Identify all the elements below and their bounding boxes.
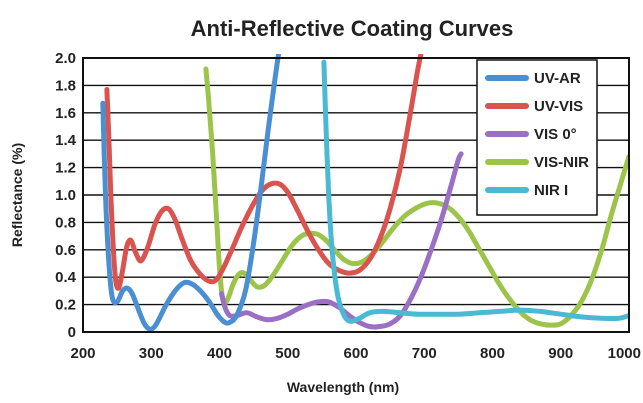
y-tick-label: 0.8 [55,214,76,231]
x-tick-labels: 200 300 400 500 600 700 800 900 1000 [70,345,641,362]
x-axis-label: Wavelength (nm) [287,379,399,395]
series-line-uv-vis [104,54,424,291]
x-tick-label: 500 [275,345,300,362]
y-tick-label: 0.2 [55,297,76,314]
x-tick-label: 700 [412,345,437,362]
series-line-uv-ar [100,54,282,332]
y-tick-label: 0.4 [55,269,77,286]
y-tick-label: 1.0 [55,187,76,204]
x-tick-label: 900 [548,345,573,362]
x-tick-label: 400 [207,345,232,362]
y-tick-label: 1.4 [55,132,77,149]
y-tick-label: 0.6 [55,242,76,259]
y-axis-label: Reflectance (%) [9,143,25,247]
legend-label-nir-i: NIR I [534,182,568,199]
legend-label-uv-vis: UV-VIS [534,98,583,115]
legend-label-vis-0: VIS 0° [534,126,577,143]
y-tick-label: 1.2 [55,160,76,177]
x-tick-label: 800 [480,345,505,362]
x-tick-label: 600 [343,345,368,362]
legend-label-uv-ar: UV-AR [534,70,581,87]
x-tick-label: 1000 [608,345,641,362]
y-tick-label: 1.6 [55,105,76,122]
x-tick-label: 300 [139,345,164,362]
chart-title: Anti-Reflective Coating Curves [191,16,514,41]
y-tick-labels: 0 0.2 0.4 0.6 0.8 1.0 1.2 1.4 1.6 1.8 2.0 [55,50,77,341]
series-line-nir-i [321,59,629,324]
legend-label-vis-nir: VIS-NIR [534,154,589,171]
x-tick-label: 200 [70,345,95,362]
y-tick-label: 1.8 [55,77,76,94]
y-tick-label: 2.0 [55,50,76,67]
y-tick-label: 0 [68,324,76,341]
plot-frame [82,57,630,333]
series-lines [100,54,629,332]
legend: UV-AR UV-VIS VIS 0° VIS-NIR NIR I [476,59,598,216]
